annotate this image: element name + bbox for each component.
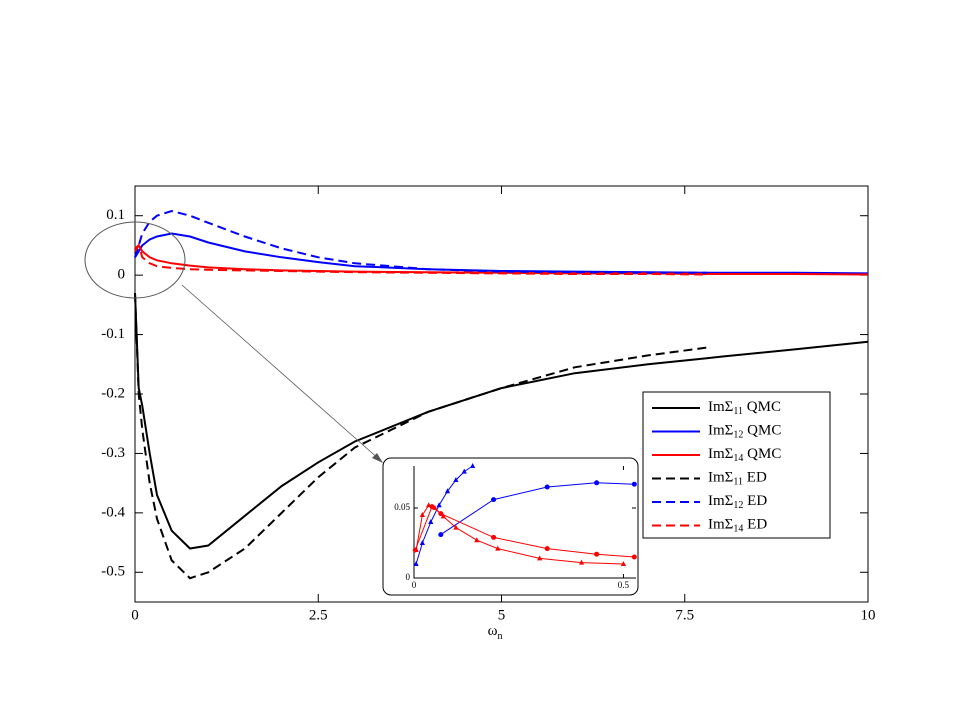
x-tick-label: 0.5 xyxy=(618,580,630,590)
marker xyxy=(426,502,432,508)
series-line xyxy=(134,209,707,274)
legend-label: ImΣ12 ED xyxy=(708,493,767,511)
x-axis-label: ωn xyxy=(488,623,503,642)
y-tick-label: -0.3 xyxy=(101,445,125,461)
x-tick-label: 5 xyxy=(498,607,506,623)
arrow-head xyxy=(372,453,383,463)
legend: ImΣ11 QMC ImΣ12 QMC ImΣ14 QMC ImΣ11 ED ImΣ12… xyxy=(652,399,781,535)
marker xyxy=(428,519,434,524)
legend-label: ImΣ11 QMC xyxy=(708,399,781,417)
legend-label: ImΣ14 QMC xyxy=(708,446,781,464)
series-line xyxy=(134,292,869,550)
zoom-arrow xyxy=(181,284,381,461)
main-plot: 0 2.5 5 7.5 10 0.1 0 -0.1 -0.2 -0.3 -0.4 -0.5 xyxy=(101,186,876,623)
inset-plot: 0 0.5 0 0.05 xyxy=(394,463,637,590)
marker xyxy=(544,484,550,490)
marker xyxy=(419,512,425,517)
marker xyxy=(413,561,419,566)
marker xyxy=(413,547,419,552)
marker xyxy=(436,502,442,508)
y-tick-label: 0.1 xyxy=(106,207,125,223)
marker xyxy=(440,513,446,519)
marker xyxy=(631,554,637,560)
axes xyxy=(413,466,636,579)
marker xyxy=(470,463,476,468)
x-tick-label: 0 xyxy=(412,580,417,590)
marker xyxy=(453,477,459,482)
legend-label: ImΣ11 ED xyxy=(708,470,767,488)
marker xyxy=(419,540,425,545)
y-tick-label: -0.1 xyxy=(101,326,125,342)
marker xyxy=(537,555,543,561)
marker xyxy=(544,546,550,552)
marker xyxy=(594,480,600,486)
marker xyxy=(474,537,480,543)
inset-box xyxy=(382,457,639,596)
y-tick-label: 0.05 xyxy=(394,502,410,512)
zoom-ellipse xyxy=(84,221,186,299)
marker xyxy=(461,468,467,474)
legend-label: ImΣ12 QMC xyxy=(708,423,781,441)
marker xyxy=(444,488,451,494)
legend-label: ImΣ14 ED xyxy=(708,517,767,535)
marker xyxy=(438,532,444,538)
series-line xyxy=(134,242,707,276)
series-line xyxy=(134,232,869,275)
marker xyxy=(453,524,459,530)
marker xyxy=(491,534,497,540)
x-tick-label: 7.5 xyxy=(675,607,694,623)
y-tick-label: 0 xyxy=(118,267,126,283)
x-tick-label: 2.5 xyxy=(309,607,328,623)
y-tick-label: -0.2 xyxy=(101,385,125,401)
marker xyxy=(432,505,438,510)
y-tick-label: -0.5 xyxy=(101,564,125,580)
y-tick-label: -0.4 xyxy=(101,504,125,520)
marker xyxy=(495,545,501,551)
marker xyxy=(620,561,627,566)
x-tick-label: 10 xyxy=(861,607,876,623)
series-line xyxy=(134,292,707,580)
marker xyxy=(491,497,497,503)
x-tick-label: 0 xyxy=(131,607,139,623)
marker xyxy=(578,559,585,565)
marker xyxy=(631,481,637,487)
marker xyxy=(594,551,600,557)
y-tick-label: 0 xyxy=(406,572,411,582)
legend-box xyxy=(642,391,831,539)
